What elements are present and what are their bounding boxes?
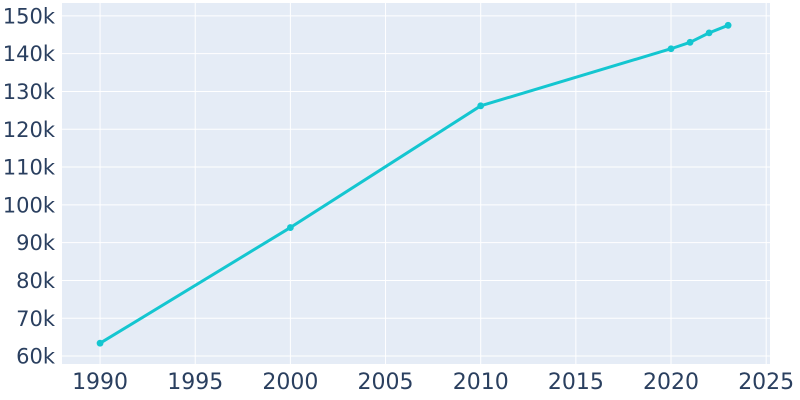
y-tick-label: 110k [3, 156, 56, 180]
y-tick-label: 150k [3, 4, 56, 28]
y-tick-label: 80k [16, 269, 56, 293]
x-tick-label: 1995 [167, 370, 223, 395]
y-tick-label: 100k [3, 193, 56, 217]
x-tick-label: 2025 [738, 370, 794, 395]
plot-area-background [62, 3, 770, 364]
y-tick-label: 120k [3, 118, 56, 142]
data-point-population-2021[interactable] [686, 38, 694, 46]
x-tick-label: 2005 [358, 370, 414, 395]
x-tick-label: 2000 [262, 370, 318, 395]
x-tick-label: 2020 [643, 370, 699, 395]
y-tick-label: 130k [3, 80, 56, 104]
data-point-population-2020[interactable] [667, 45, 675, 53]
data-point-population-2010[interactable] [477, 102, 485, 110]
data-point-population-2022[interactable] [705, 29, 713, 37]
x-tick-label: 1990 [72, 370, 128, 395]
x-tick-label: 2015 [548, 370, 604, 395]
y-tick-label: 140k [3, 42, 56, 66]
data-point-population-2023[interactable] [724, 21, 732, 29]
x-tick-label: 2010 [453, 370, 509, 395]
y-tick-label: 70k [16, 307, 56, 331]
data-point-population-2000[interactable] [286, 224, 294, 231]
data-point-population-1990[interactable] [96, 339, 104, 347]
y-tick-label: 60k [16, 345, 56, 369]
y-tick-label: 90k [16, 231, 56, 255]
